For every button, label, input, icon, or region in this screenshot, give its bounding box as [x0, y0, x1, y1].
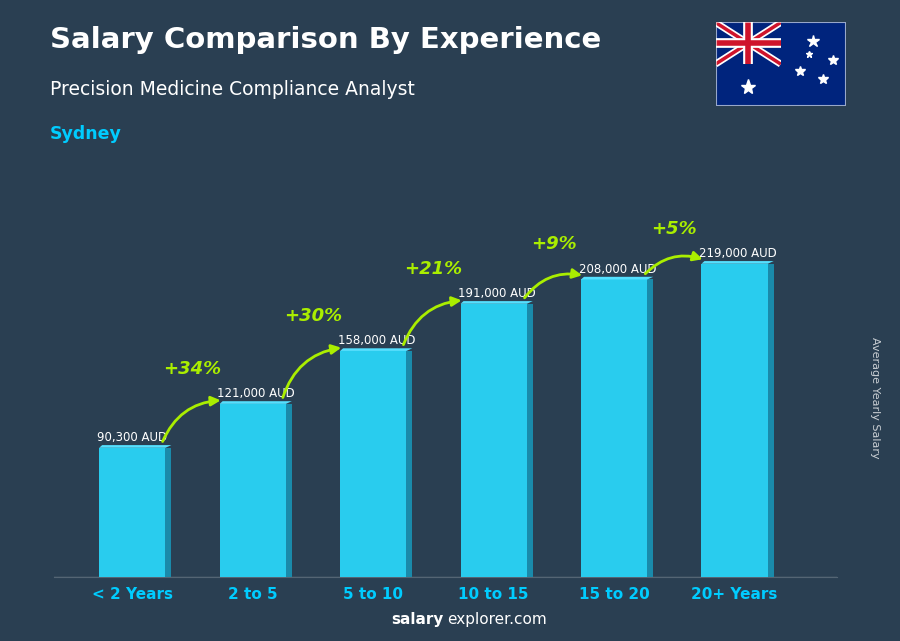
Text: +30%: +30%: [284, 307, 342, 325]
Bar: [526, 304, 533, 577]
Text: +34%: +34%: [164, 360, 221, 378]
Text: 90,300 AUD: 90,300 AUD: [97, 431, 166, 444]
Polygon shape: [461, 301, 533, 304]
Bar: [220, 404, 286, 577]
Bar: [647, 279, 653, 577]
Text: 121,000 AUD: 121,000 AUD: [217, 387, 295, 400]
Text: Precision Medicine Compliance Analyst: Precision Medicine Compliance Analyst: [50, 80, 414, 99]
Bar: [406, 351, 412, 577]
Text: +9%: +9%: [531, 235, 577, 253]
Bar: [166, 448, 171, 577]
Text: +21%: +21%: [404, 260, 463, 278]
Bar: [781, 22, 846, 106]
Polygon shape: [340, 348, 412, 351]
Bar: [768, 263, 774, 577]
Bar: [286, 404, 292, 577]
Bar: [99, 448, 166, 577]
Text: Average Yearly Salary: Average Yearly Salary: [869, 337, 880, 458]
Bar: [581, 279, 647, 577]
Bar: [461, 304, 526, 577]
Polygon shape: [99, 445, 171, 448]
Polygon shape: [581, 277, 653, 279]
Text: explorer.com: explorer.com: [447, 612, 547, 627]
Text: 208,000 AUD: 208,000 AUD: [579, 263, 656, 276]
Text: salary: salary: [392, 612, 444, 627]
Bar: [340, 351, 407, 577]
Text: 158,000 AUD: 158,000 AUD: [338, 334, 415, 347]
Text: Salary Comparison By Experience: Salary Comparison By Experience: [50, 26, 601, 54]
Text: Sydney: Sydney: [50, 125, 122, 143]
Bar: [701, 263, 768, 577]
Text: +5%: +5%: [652, 220, 698, 238]
Text: 191,000 AUD: 191,000 AUD: [458, 287, 536, 300]
Polygon shape: [701, 261, 774, 263]
Polygon shape: [220, 401, 292, 404]
Text: 219,000 AUD: 219,000 AUD: [699, 247, 777, 260]
